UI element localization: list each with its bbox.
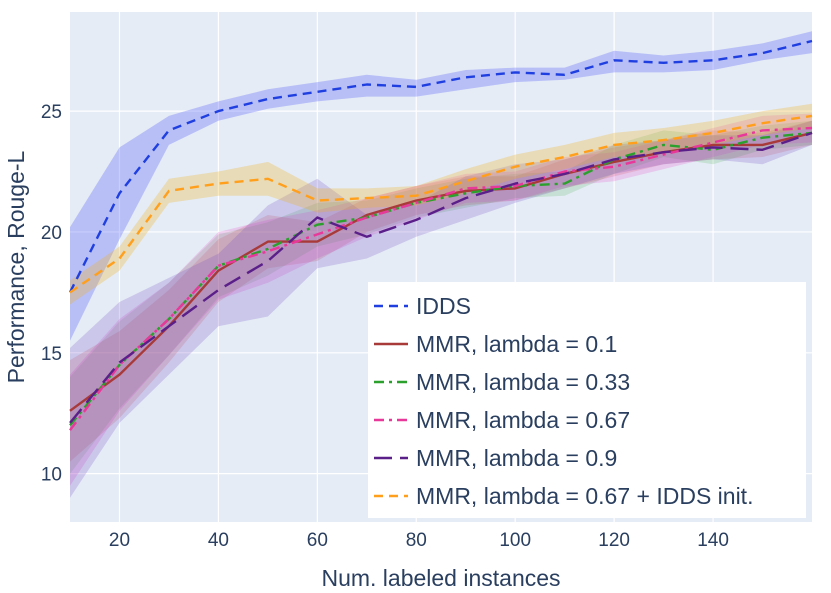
grid <box>70 12 812 522</box>
line-mmr-lambda-0-67 <box>69 126 813 431</box>
x-axis-title: Num. labeled instances <box>321 565 560 591</box>
legend-label: MMR, lambda = 0.67 <box>416 407 630 433</box>
y-tick-label: 25 <box>41 102 62 123</box>
legend-label: MMR, lambda = 0.9 <box>416 445 617 471</box>
x-tick-label: 100 <box>499 530 531 551</box>
y-tick-label: 20 <box>41 223 62 244</box>
legend-label: MMR, lambda = 0.67 + IDDS init. <box>416 483 753 509</box>
legend-label: MMR, lambda = 0.33 <box>416 369 630 395</box>
legend-label: IDDS <box>416 293 471 319</box>
x-tick-label: 20 <box>109 530 130 551</box>
line-mmr-lambda-0-9 <box>69 131 813 424</box>
line-idds <box>68 39 813 293</box>
x-tick-label: 80 <box>406 530 427 551</box>
y-tick-label: 15 <box>41 344 62 365</box>
legend-label: MMR, lambda = 0.1 <box>416 331 617 357</box>
x-tick-labels: 20 40 60 80 100 120 140 <box>109 530 729 551</box>
legend-box <box>368 282 806 518</box>
x-tick-label: 40 <box>208 530 229 551</box>
x-tick-label: 60 <box>307 530 328 551</box>
y-axis-title: Performance, Rouge-L <box>3 150 29 383</box>
line-mmr-lambda-0-1 <box>69 131 813 412</box>
x-tick-label: 120 <box>598 530 630 551</box>
band-mmr-lambda-0-33 <box>70 120 812 474</box>
band-idds <box>70 31 812 341</box>
band-mmr-lambda-0-67-idds-init <box>70 103 812 305</box>
series-lines <box>68 39 813 431</box>
line-mmr-lambda-0-67-idds-init <box>69 114 813 294</box>
x-tick-label: 140 <box>697 530 729 551</box>
legend: IDDS MMR, lambda = 0.1 MMR, lambda = 0.33 M… <box>368 282 806 518</box>
y-tick-label: 10 <box>41 465 62 486</box>
y-tick-labels: 10 15 20 25 <box>41 102 62 486</box>
line-mmr-lambda-0-33 <box>69 131 813 427</box>
